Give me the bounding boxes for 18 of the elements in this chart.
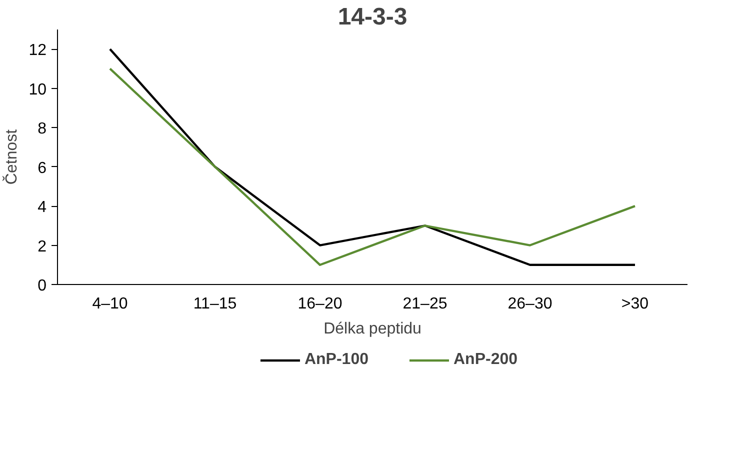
x-tick-label: >30 <box>621 296 649 312</box>
y-tick-label: 6 <box>38 160 47 177</box>
y-tick-label: 12 <box>28 42 47 60</box>
legend-label: AnP-200 <box>454 351 518 369</box>
legend-label: AnP-100 <box>304 351 368 369</box>
y-axis-title: Četnost <box>2 128 21 185</box>
chart-title: 14-3-3 <box>338 4 408 30</box>
x-tick-label: 4–10 <box>92 296 128 312</box>
y-tick-label: 0 <box>38 278 47 294</box>
y-tick-label: 2 <box>38 238 47 256</box>
x-axis-title: Délka peptidu <box>324 320 422 338</box>
y-tick-label: 10 <box>28 81 47 98</box>
y-tick-label: 4 <box>38 199 47 216</box>
x-tick-label: 16–20 <box>298 296 342 312</box>
x-tick-label: 26–30 <box>508 296 552 312</box>
y-tick-label: 8 <box>38 120 47 138</box>
x-tick-label: 11–15 <box>193 296 237 312</box>
x-tick-label: 21–25 <box>402 296 448 312</box>
